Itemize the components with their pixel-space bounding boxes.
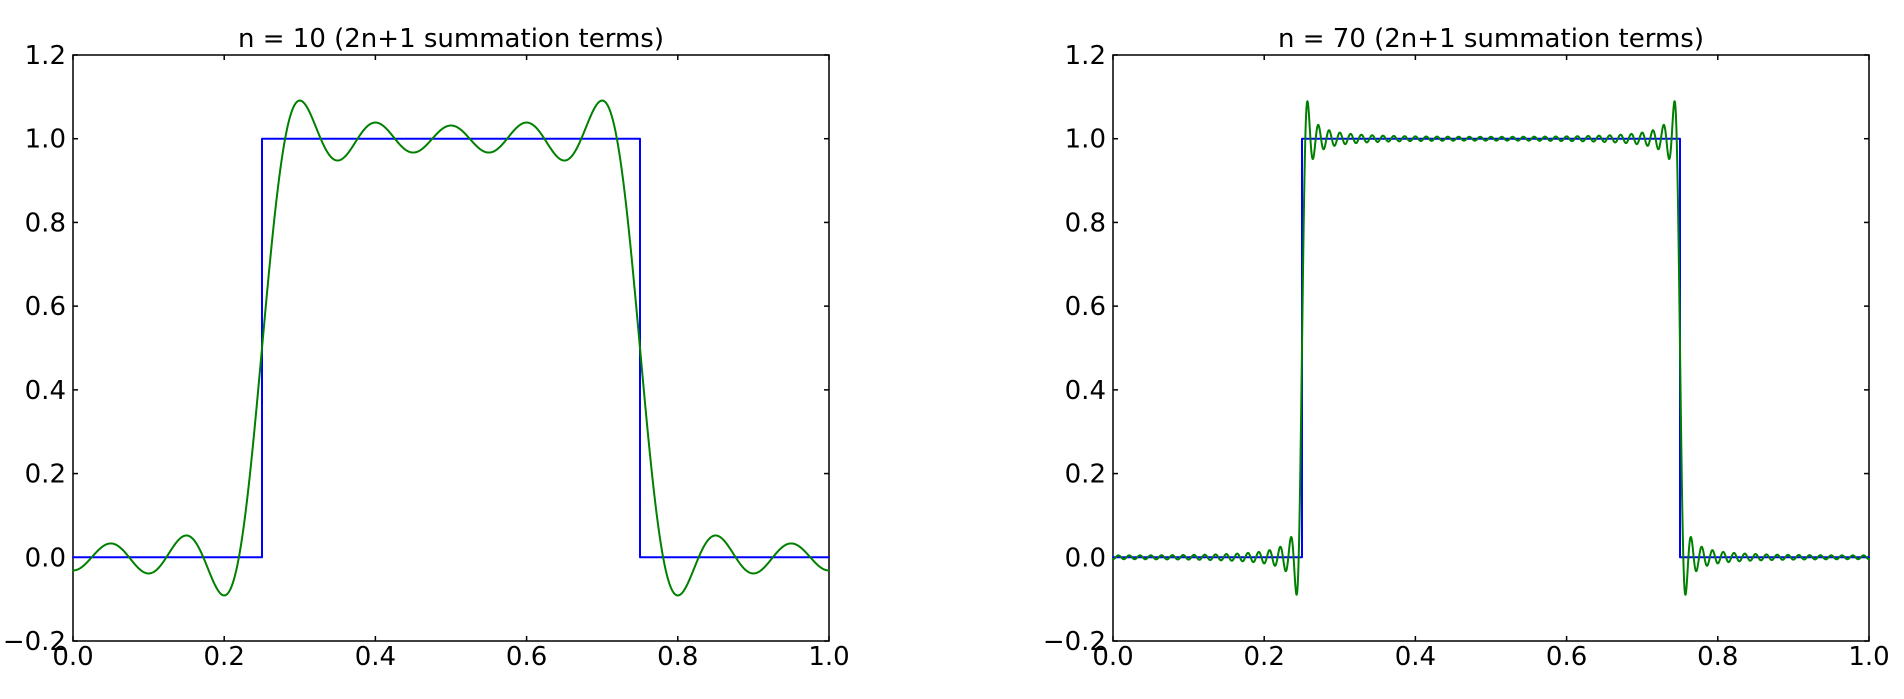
y-tick-label: 0.0 xyxy=(1065,543,1106,573)
axes-spines xyxy=(1112,54,1870,642)
series-line-fourier-partial-sum xyxy=(72,99,830,597)
y-tick-label: 1.0 xyxy=(1065,125,1106,155)
axes-spines xyxy=(72,54,830,642)
x-tick-label: 0.6 xyxy=(506,642,547,672)
y-tick-label: 0.4 xyxy=(25,376,66,406)
x-tick-label: 0.8 xyxy=(1697,642,1738,672)
x-tick-label: 0.8 xyxy=(657,642,698,672)
y-tick-label: 0.2 xyxy=(25,460,66,490)
plot-right-n70: n = 70 (2n+1 summation terms) 0.0 0.2 0.4 0… xyxy=(1043,24,1890,672)
plot-left-n10: n = 10 (2n+1 summation terms) 0.0 0.2 0.4 0… xyxy=(3,24,850,672)
y-tick-label: 1.2 xyxy=(25,41,66,71)
x-tick-label: 0.0 xyxy=(52,642,93,672)
y-tick-label: 0.6 xyxy=(25,292,66,322)
plot-title: n = 10 (2n+1 summation terms) xyxy=(238,24,664,54)
series-line-square-wave xyxy=(72,137,830,559)
y-tick-label: 0.0 xyxy=(25,543,66,573)
x-tick-label: 0.2 xyxy=(1244,642,1285,672)
series-line-fourier-partial-sum xyxy=(1112,100,1870,596)
x-tick-label: 0.2 xyxy=(204,642,245,672)
x-tick-label: 0.6 xyxy=(1546,642,1587,672)
y-tick-label: 0.4 xyxy=(1065,376,1106,406)
plot-title: n = 70 (2n+1 summation terms) xyxy=(1278,24,1704,54)
x-tick-label: 0.0 xyxy=(1092,642,1133,672)
y-tick-label: 1.0 xyxy=(25,125,66,155)
y-tick-label: 0.2 xyxy=(1065,460,1106,490)
x-tick-label: 1.0 xyxy=(1848,642,1889,672)
y-tick-label: 0.8 xyxy=(25,208,66,238)
x-tick-label: 0.4 xyxy=(1395,642,1436,672)
y-tick-label: −0.2 xyxy=(1043,627,1106,657)
x-tick-label: 1.0 xyxy=(808,642,849,672)
x-tick-label: 0.4 xyxy=(355,642,396,672)
series-line-square-wave xyxy=(1112,137,1870,559)
y-tick-label: −0.2 xyxy=(3,627,66,657)
y-tick-label: 1.2 xyxy=(1065,41,1106,71)
y-tick-label: 0.8 xyxy=(1065,208,1106,238)
y-tick-label: 0.6 xyxy=(1065,292,1106,322)
